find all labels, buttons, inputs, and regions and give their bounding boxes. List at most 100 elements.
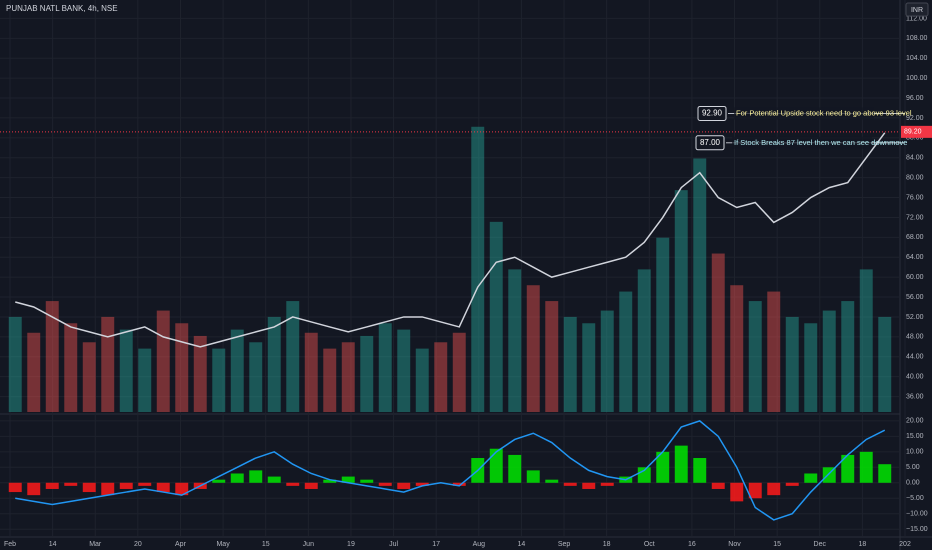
y-tick-label: 52.00 xyxy=(906,314,924,321)
oscillator-bar xyxy=(230,473,244,483)
last-price-box xyxy=(901,125,932,138)
marks xyxy=(0,113,905,521)
volume-bar xyxy=(341,342,355,412)
oscillator-bar xyxy=(748,482,762,499)
x-tick-label: Nov xyxy=(728,541,741,548)
currency[interactable]: INR xyxy=(911,7,923,14)
currency-box[interactable] xyxy=(905,2,929,17)
volume-bar xyxy=(582,323,596,412)
y-tick-label: 15.00 xyxy=(906,433,924,440)
y-tick-label: −10.00 xyxy=(906,511,928,518)
volume-bar xyxy=(730,285,744,412)
oscillator-bar xyxy=(656,451,670,483)
annotation-value: 87.00 xyxy=(700,138,721,147)
y-tick-label: 76.00 xyxy=(906,194,924,201)
volume-bar xyxy=(508,269,522,412)
annotation-text-bg xyxy=(734,107,874,120)
y-tick-label: 68.00 xyxy=(906,234,924,241)
volume-bar xyxy=(27,332,41,412)
volume-bar xyxy=(878,316,892,412)
y-tick-label: 72.00 xyxy=(906,214,924,221)
oscillator-bar xyxy=(249,470,263,483)
oscillator-bar xyxy=(582,482,596,489)
oscillator-bar xyxy=(508,454,522,483)
oscillator-bar xyxy=(267,476,281,483)
volume-bar xyxy=(619,291,633,412)
y-tick-label: 60.00 xyxy=(906,274,924,281)
volume-bar xyxy=(822,310,836,412)
oscillator-bar xyxy=(563,482,577,486)
x-tick-label: Sep xyxy=(558,541,571,548)
volume-bar xyxy=(119,329,133,412)
last-price-label: 89.20 xyxy=(904,129,922,136)
labels: 36.00 40.00 44.00 48.00 52.00 56.00 60.00 64.00… xyxy=(4,15,932,548)
y-tick-label: 20.00 xyxy=(906,418,924,425)
oscillator-bar xyxy=(119,482,133,489)
annotation-value: 92.90 xyxy=(702,109,723,118)
volume-bar xyxy=(804,323,818,412)
oscillator-bar xyxy=(545,479,559,483)
oscillator-bar xyxy=(175,482,189,496)
volume-bar xyxy=(378,323,392,412)
x-tick-label: 16 xyxy=(688,541,696,548)
volume-bar xyxy=(841,301,855,412)
oscillator-bar xyxy=(841,454,855,483)
y-tick-label: −5.00 xyxy=(906,495,924,502)
volume-bar xyxy=(175,323,189,412)
volume-bar xyxy=(156,310,170,412)
volume-bar xyxy=(360,335,374,412)
x-tick-label: 15 xyxy=(773,541,781,548)
oscillator-bar xyxy=(730,482,744,502)
oscillator-line xyxy=(15,420,886,521)
y-tick-label: 36.00 xyxy=(906,393,924,400)
annotation-text: If Stock Breaks 87 level then we can see… xyxy=(734,138,907,147)
y-tick-label: 40.00 xyxy=(906,374,924,381)
oscillator-bar xyxy=(378,482,392,486)
oscillator-bar xyxy=(526,470,540,483)
y-tick-label: 84.00 xyxy=(906,155,924,162)
annotation-text: For Potential Upside stock need to go ab… xyxy=(736,108,912,117)
oscillator-bar xyxy=(489,448,503,483)
x-tick-label: Aug xyxy=(473,541,486,548)
volume-bar xyxy=(230,329,244,412)
annotation-box xyxy=(695,135,725,151)
volume-bar xyxy=(82,342,96,412)
oscillator-bar xyxy=(452,482,466,486)
volume-bar xyxy=(600,310,614,412)
volume-bar xyxy=(489,221,503,412)
oscillator-bar xyxy=(415,482,429,486)
volume-bar xyxy=(526,285,540,412)
y-tick-label: −15.00 xyxy=(906,526,928,533)
annotation-box xyxy=(697,105,727,121)
y-tick-label: 56.00 xyxy=(906,294,924,301)
volume-bar xyxy=(286,301,300,412)
oscillator-bar xyxy=(785,482,799,486)
y-tick-label: 0.00 xyxy=(906,480,920,487)
oscillator-bar xyxy=(286,482,300,486)
oscillator-bar xyxy=(767,482,781,496)
volume-bar xyxy=(64,323,78,412)
oscillator-bar xyxy=(27,482,41,496)
y-tick-label: 96.00 xyxy=(906,95,924,102)
oscillator-bar xyxy=(323,479,337,483)
oscillator-bar xyxy=(212,479,226,483)
volume-bar xyxy=(8,316,22,412)
x-tick-label: 19 xyxy=(347,541,355,548)
x-tick-label: Jul xyxy=(389,541,398,548)
volume-bar xyxy=(249,342,263,412)
oscillator-bar xyxy=(304,482,318,489)
y-tick-label: 112.00 xyxy=(906,15,927,22)
x-tick-label: 14 xyxy=(518,541,526,548)
oscillator-bar xyxy=(101,482,115,496)
volume-bar xyxy=(711,253,725,412)
x-tick-label: 18 xyxy=(858,541,866,548)
oscillator-bar xyxy=(674,445,688,483)
oscillator-bar xyxy=(341,476,355,483)
volume-bar xyxy=(767,291,781,412)
x-tick-label: Dec xyxy=(814,541,827,548)
volume-bar xyxy=(693,158,707,412)
grid xyxy=(0,0,906,537)
oscillator-bar xyxy=(82,482,96,493)
volume-bar xyxy=(656,237,670,412)
